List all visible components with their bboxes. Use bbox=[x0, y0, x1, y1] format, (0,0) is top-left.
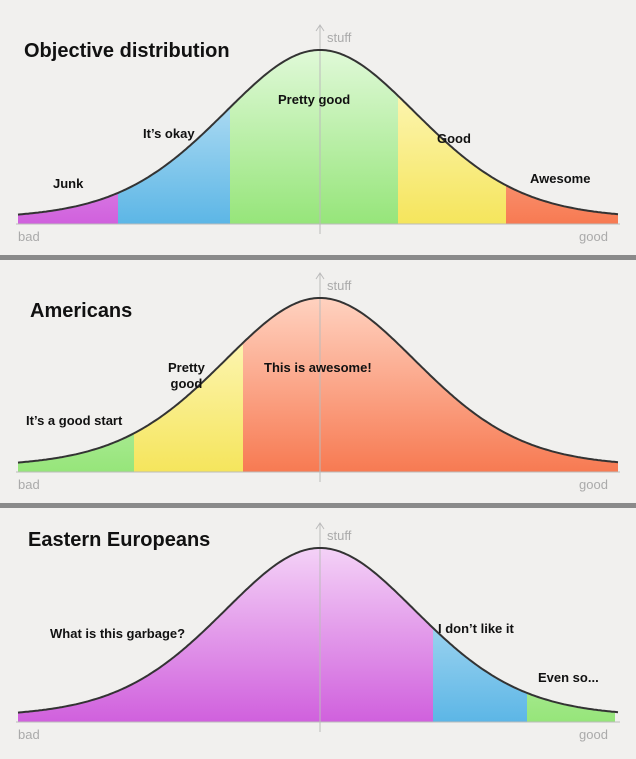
x-max-label: good bbox=[579, 229, 608, 244]
segment bbox=[243, 298, 618, 472]
segment-label: Good bbox=[437, 131, 471, 146]
segment-label: It’s okay bbox=[143, 126, 195, 141]
segment bbox=[433, 627, 527, 722]
panel-title: Eastern Europeans bbox=[28, 529, 211, 551]
y-axis-label: stuff bbox=[327, 30, 352, 45]
x-min-label: bad bbox=[18, 477, 40, 492]
x-min-label: bad bbox=[18, 229, 40, 244]
segment-label: What is this garbage? bbox=[50, 626, 186, 641]
segment bbox=[230, 50, 398, 224]
y-axis-arrow bbox=[315, 24, 325, 32]
y-axis-label: stuff bbox=[327, 278, 352, 293]
x-max-label: good bbox=[579, 727, 608, 742]
segment-label: Pretty good bbox=[168, 360, 205, 391]
segment-label: This is awesome! bbox=[264, 360, 372, 375]
x-max-label: good bbox=[579, 477, 608, 492]
segment-label: Even so... bbox=[538, 670, 599, 685]
segment bbox=[398, 95, 506, 224]
y-axis-label: stuff bbox=[327, 528, 352, 543]
segment bbox=[134, 342, 243, 472]
panel-title: Objective distribution bbox=[24, 40, 230, 62]
x-min-label: bad bbox=[18, 727, 40, 742]
segment-label: Awesome bbox=[530, 171, 591, 186]
curve bbox=[17, 49, 619, 216]
segment-label: It’s a good start bbox=[26, 413, 123, 428]
panel-title: Americans bbox=[30, 300, 133, 322]
segment bbox=[118, 107, 230, 224]
segment bbox=[506, 185, 618, 224]
y-axis-arrow bbox=[315, 272, 325, 280]
separator bbox=[0, 255, 636, 260]
y-axis-arrow bbox=[315, 522, 325, 530]
segment bbox=[527, 692, 615, 722]
curve bbox=[17, 547, 619, 714]
segment bbox=[18, 548, 433, 722]
segment-label: Pretty good bbox=[278, 92, 351, 107]
segment-label: I don’t like it bbox=[438, 621, 514, 636]
curve bbox=[17, 297, 619, 464]
separator bbox=[0, 503, 636, 508]
segment bbox=[18, 433, 134, 472]
segment-label: Junk bbox=[53, 176, 84, 191]
